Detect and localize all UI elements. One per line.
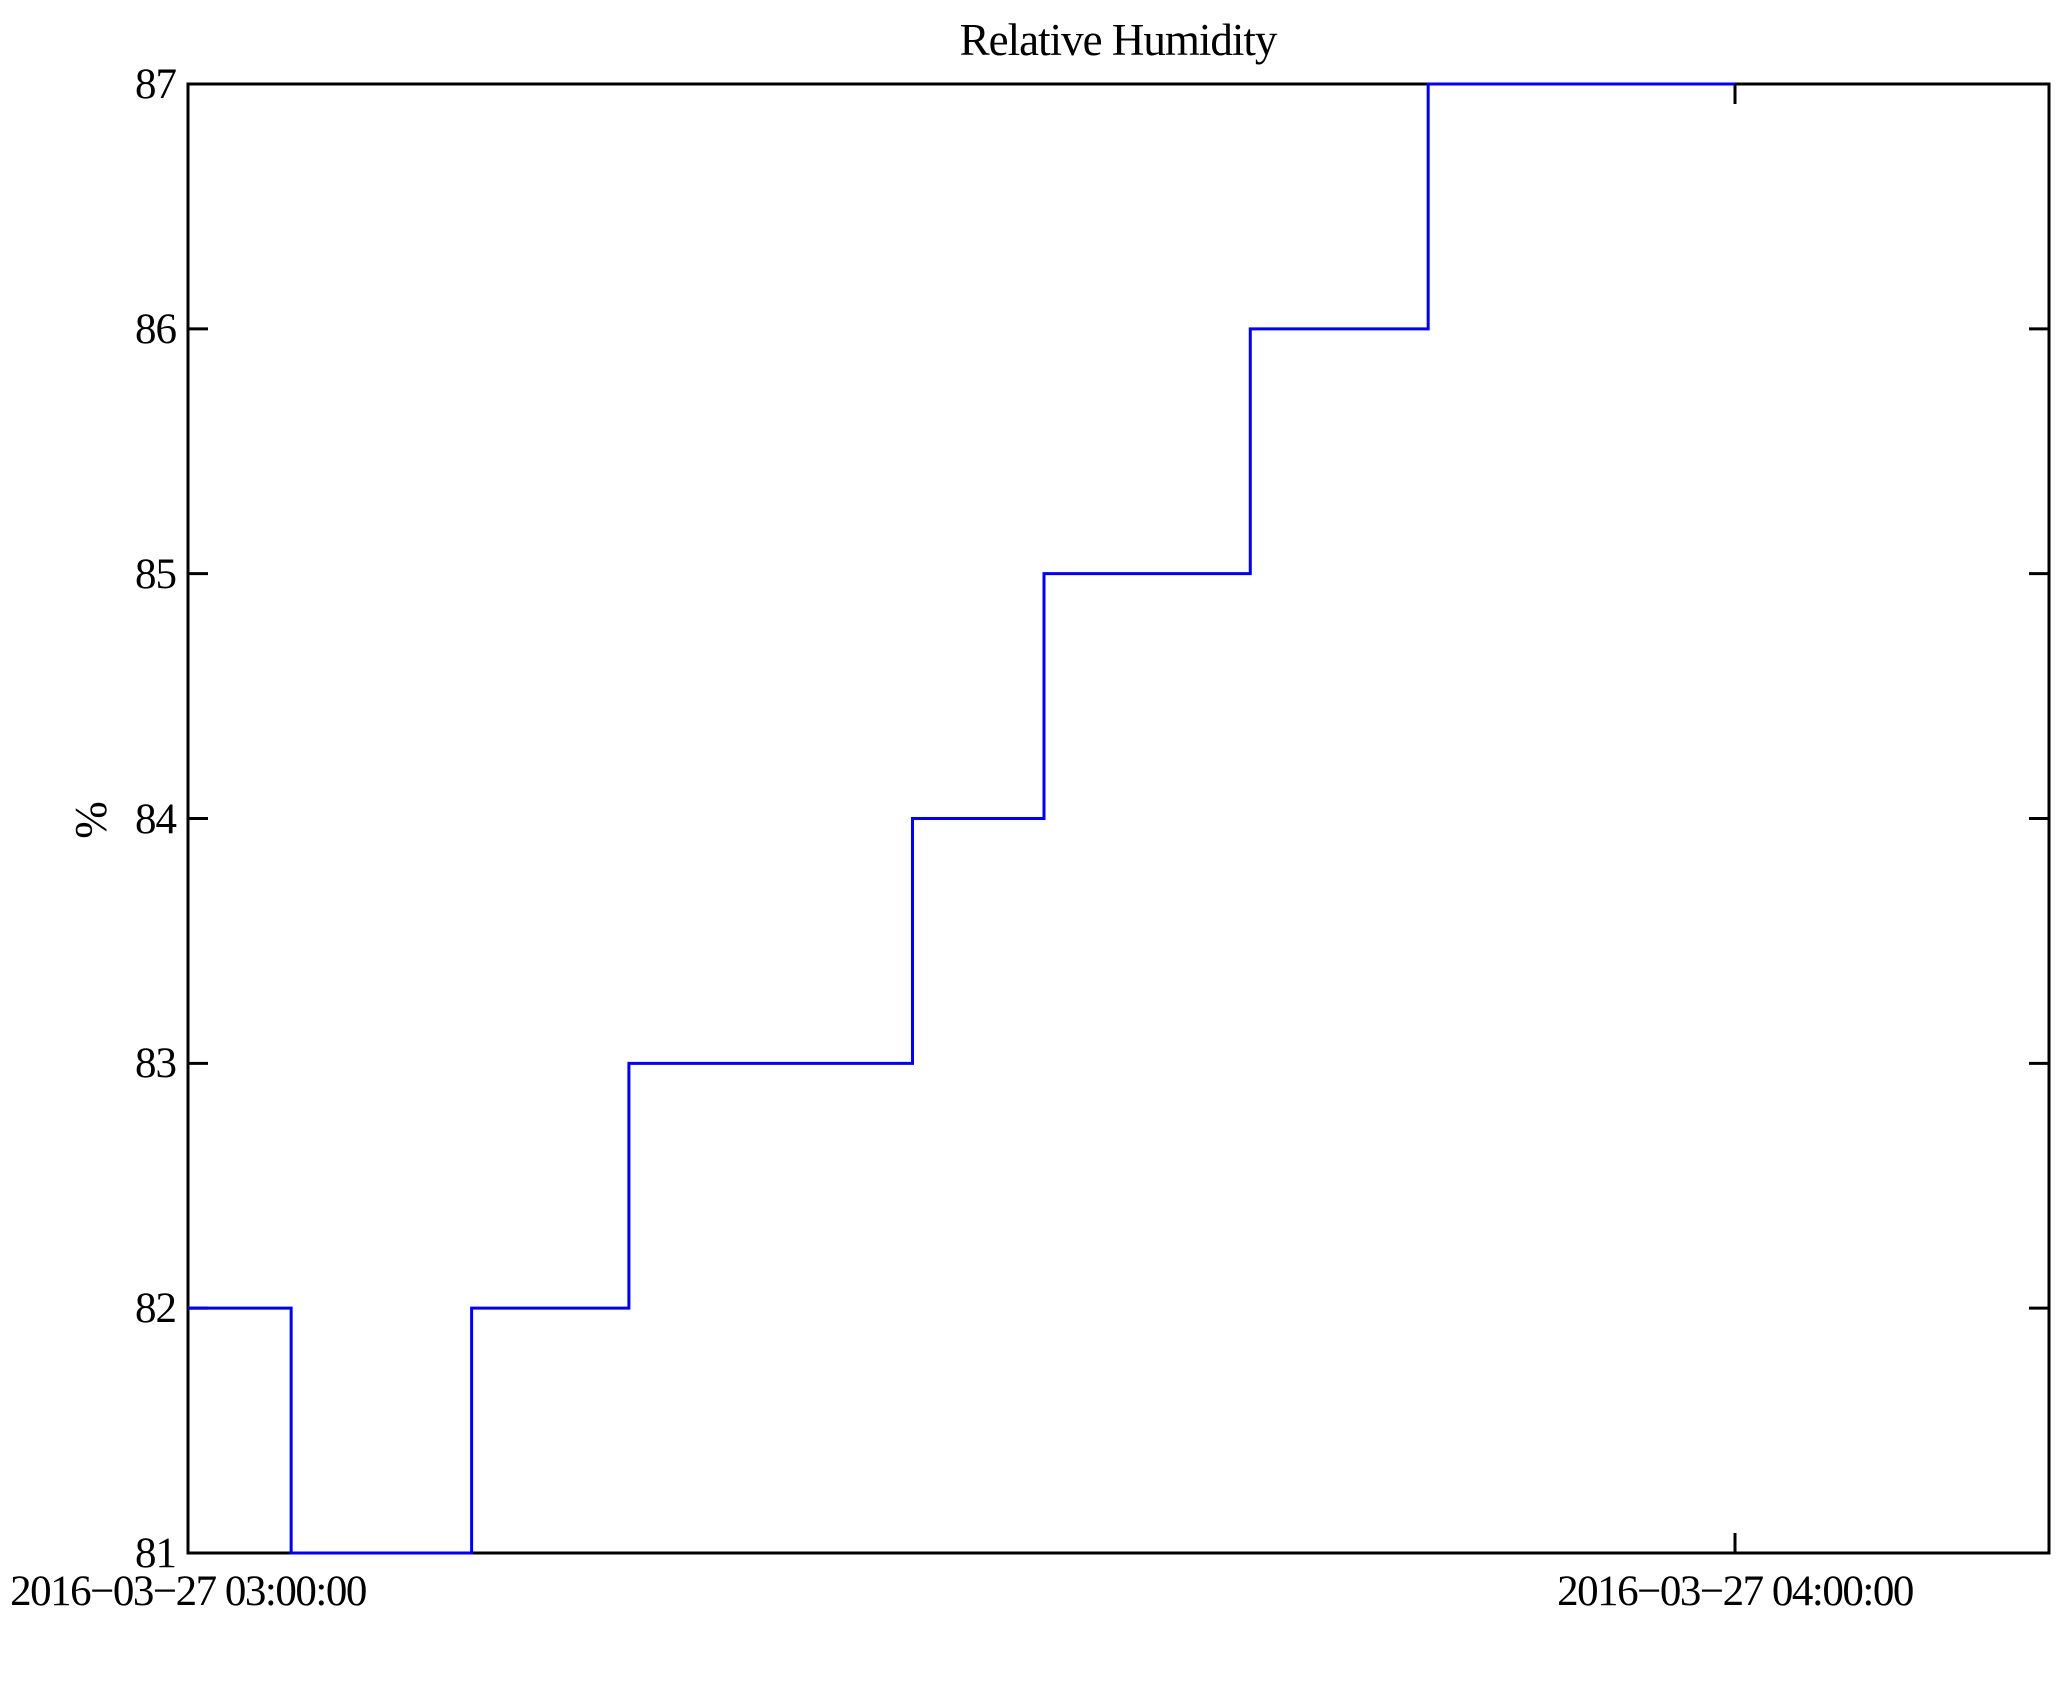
chart-title: Relative Humidity bbox=[959, 15, 1278, 65]
y-tick-label: 85 bbox=[135, 550, 177, 598]
y-tick-label: 86 bbox=[135, 305, 177, 353]
y-tick-label: 84 bbox=[135, 795, 177, 843]
x-tick-label: 2016−03−27 04:00:00 bbox=[1557, 1568, 1914, 1615]
y-tick-label: 82 bbox=[135, 1285, 177, 1333]
y-tick-label: 87 bbox=[135, 61, 177, 108]
y-tick-label: 81 bbox=[135, 1530, 177, 1577]
axis-frame bbox=[186, 82, 2051, 1555]
y-tick-label: 83 bbox=[135, 1040, 177, 1088]
x-tick-label: 2016−03−27 03:00:00 bbox=[10, 1568, 367, 1615]
humidity-step-line bbox=[188, 82, 1735, 1555]
